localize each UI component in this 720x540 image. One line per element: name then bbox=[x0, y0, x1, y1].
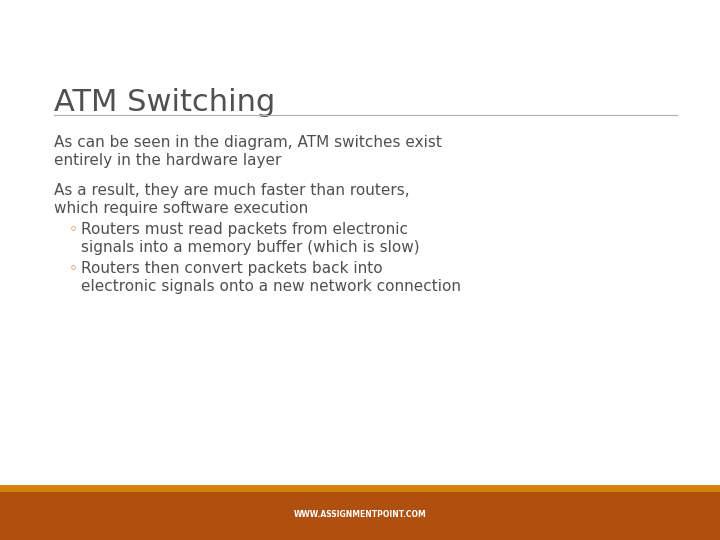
Text: which require software execution: which require software execution bbox=[54, 201, 308, 216]
Text: ◦: ◦ bbox=[68, 222, 78, 237]
Text: ATM Switching: ATM Switching bbox=[54, 88, 275, 117]
Text: Routers must read packets from electronic: Routers must read packets from electroni… bbox=[81, 222, 408, 237]
Text: Routers then convert packets back into: Routers then convert packets back into bbox=[81, 261, 383, 276]
Text: As a result, they are much faster than routers,: As a result, they are much faster than r… bbox=[54, 183, 410, 198]
Text: signals into a memory buffer (which is slow): signals into a memory buffer (which is s… bbox=[81, 240, 420, 255]
Bar bbox=[0, 485, 720, 492]
Bar bbox=[0, 485, 720, 540]
Text: entirely in the hardware layer: entirely in the hardware layer bbox=[54, 153, 282, 168]
Text: ◦: ◦ bbox=[68, 261, 78, 276]
Text: electronic signals onto a new network connection: electronic signals onto a new network co… bbox=[81, 279, 462, 294]
Text: WWW.ASSIGNMENTPOINT.COM: WWW.ASSIGNMENTPOINT.COM bbox=[294, 510, 426, 519]
Text: As can be seen in the diagram, ATM switches exist: As can be seen in the diagram, ATM switc… bbox=[54, 135, 442, 150]
